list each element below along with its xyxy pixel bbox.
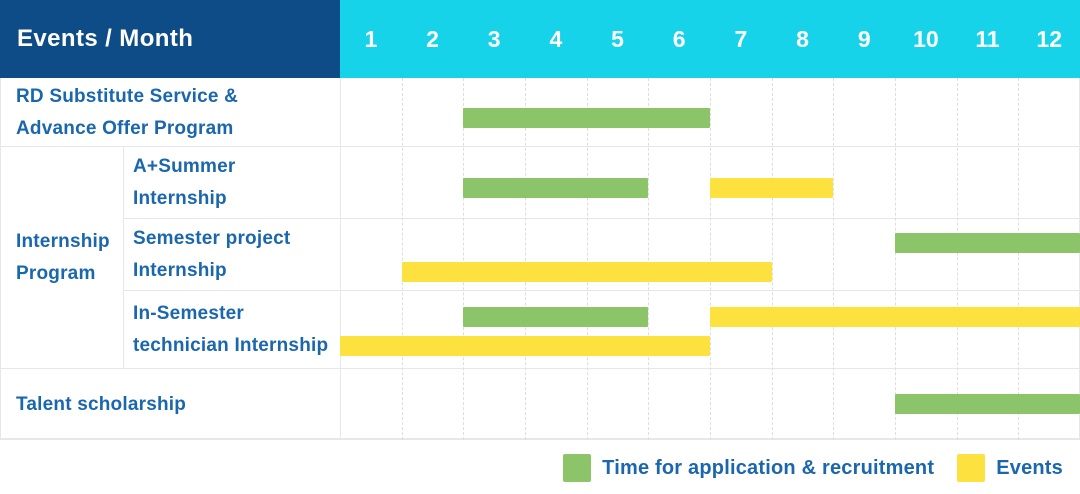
- month-gridline: [525, 78, 526, 440]
- row-divider: [123, 218, 1080, 219]
- row-label-talent-scholarship: Talent scholarship: [16, 369, 326, 440]
- row-label-line: A+Summer: [133, 156, 236, 177]
- row-label-line: Internship: [133, 188, 227, 209]
- month-header-8: 8: [796, 25, 809, 52]
- row-divider: [123, 290, 1080, 291]
- row-label-rd-substitute: RD Substitute Service & Advance Offer Pr…: [16, 78, 326, 147]
- gantt-chart-area: [340, 78, 1080, 440]
- month-header-7: 7: [734, 25, 748, 52]
- row-label-line: Talent scholarship: [16, 393, 187, 415]
- month-gridline: [710, 78, 711, 440]
- month-header-row: 1 2 3 4 5 6 7 8 9 10 11 12: [340, 0, 1080, 78]
- month-gridline: [895, 78, 896, 440]
- bar-technician-events-late: [710, 307, 1080, 327]
- group-label-line: Program: [16, 263, 96, 284]
- bar-semester-proj-events: [401, 262, 772, 282]
- legend-label-events: Events: [996, 456, 1063, 479]
- month-header-2: 2: [426, 25, 439, 52]
- bar-technician-events-early: [340, 336, 710, 356]
- month-header-5: 5: [611, 25, 624, 52]
- bar-semester-proj-application: [895, 233, 1080, 253]
- month-header-4: 4: [549, 25, 563, 52]
- label-column-divider: [340, 78, 341, 440]
- month-header-12: 12: [1036, 25, 1063, 52]
- row-label-line: Semester project: [133, 228, 291, 249]
- row-label-line: RD Substitute Service &: [16, 85, 239, 107]
- bar-rd-application: [463, 108, 710, 128]
- application-swatch-icon: [563, 454, 592, 482]
- month-gridline: [463, 78, 465, 440]
- legend: Time for application & recruitment Event…: [0, 450, 1080, 486]
- month-header-1: 1: [364, 25, 378, 52]
- month-gridline: [586, 78, 588, 440]
- month-header-10: 10: [913, 25, 939, 52]
- row-label-line: In-Semester: [133, 303, 244, 324]
- legend-item-events: Events: [957, 454, 1063, 482]
- group-label-internship-program: Internship Program: [16, 147, 120, 369]
- row-label-line: Internship: [133, 260, 227, 281]
- bar-summer-application: [463, 178, 649, 198]
- month-gridline: [833, 78, 835, 440]
- legend-item-application: Time for application & recruitment: [563, 454, 934, 482]
- sub-column-divider: [123, 147, 124, 368]
- row-label-in-semester-technician: In-Semester technician Internship: [133, 291, 338, 369]
- bar-scholarship-application: [895, 394, 1080, 414]
- month-gridline: [401, 78, 403, 440]
- row-label-semester-project: Semester project Internship: [133, 219, 333, 291]
- month-header-11: 11: [975, 25, 1000, 52]
- header-title-cell: Events / Month: [0, 0, 340, 78]
- month-gridline: [956, 78, 958, 440]
- month-gridline: [648, 78, 650, 440]
- row-divider: [0, 146, 1080, 147]
- bar-summer-events: [710, 178, 834, 198]
- month-header-3: 3: [487, 25, 501, 52]
- row-label-line: technician Internship: [133, 335, 329, 356]
- row-divider: [0, 368, 1080, 369]
- group-label-line: Internship: [16, 231, 110, 252]
- bar-technician-application: [463, 307, 649, 327]
- month-header-9: 9: [857, 25, 871, 52]
- legend-label-application: Time for application & recruitment: [602, 456, 935, 479]
- month-header-6: 6: [672, 25, 686, 52]
- month-gridline: [1018, 78, 1020, 440]
- month-gridline: [771, 78, 773, 440]
- row-label-line: Advance Offer Program: [16, 117, 234, 139]
- page-title: Events / Month: [17, 25, 194, 52]
- row-label-a-plus-summer: A+Summer Internship: [133, 147, 333, 219]
- events-swatch-icon: [957, 454, 986, 482]
